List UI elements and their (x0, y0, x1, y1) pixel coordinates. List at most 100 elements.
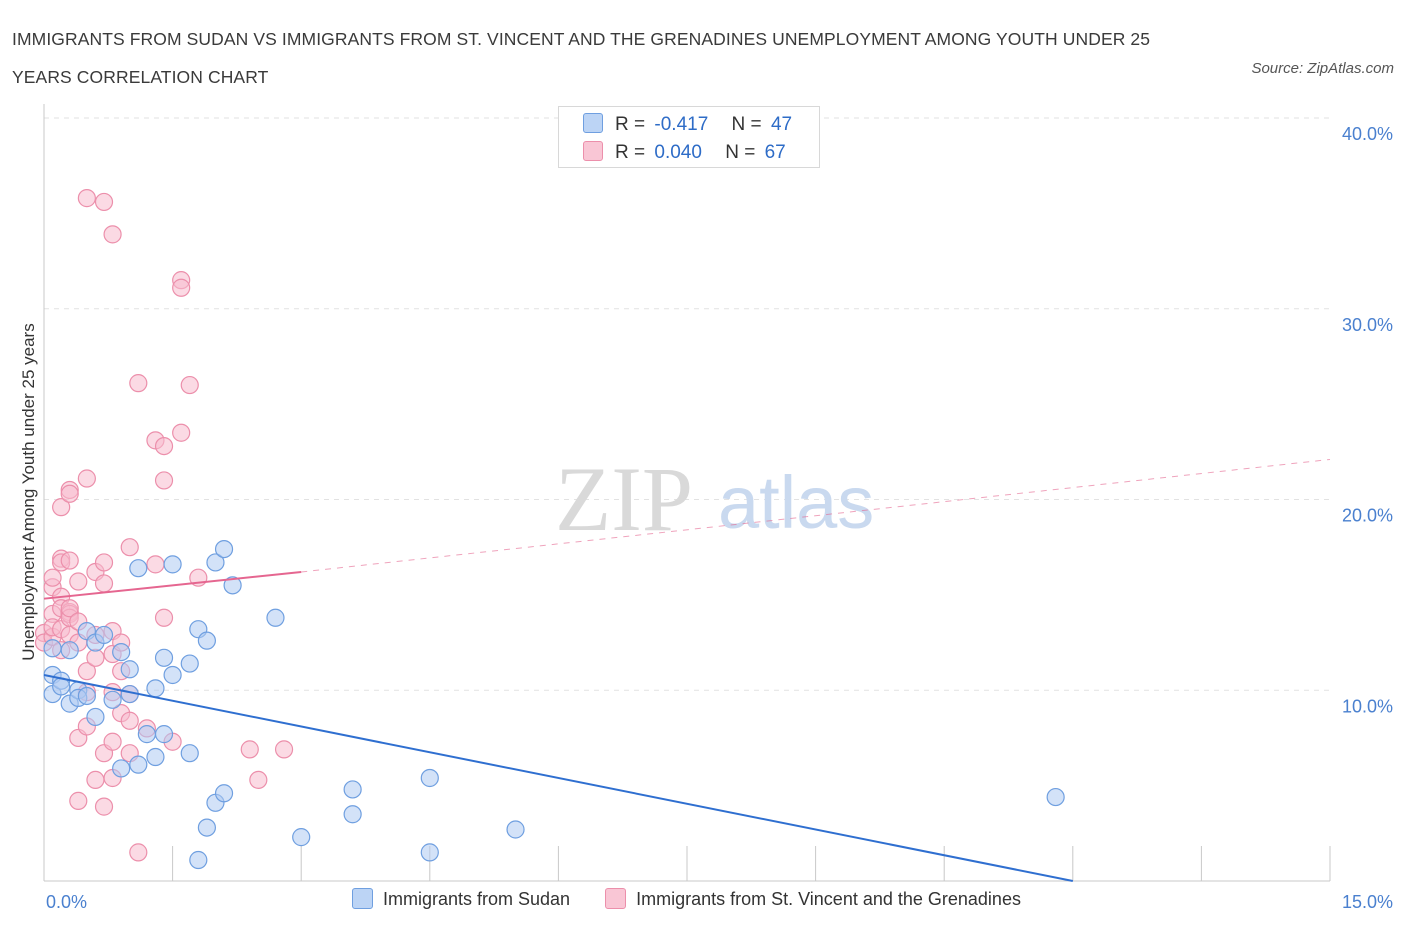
series-label-sudan: Immigrants from Sudan (383, 889, 571, 909)
svg-point (60, 484, 79, 503)
svg-point (154, 471, 174, 490)
sudan-point (197, 818, 216, 837)
watermark-zip: ZIP (555, 448, 693, 550)
sudan-point (129, 755, 148, 774)
sudan-point (420, 768, 439, 788)
svg-point (146, 555, 165, 574)
sudan-point (180, 744, 199, 763)
sudan-point (163, 555, 182, 574)
svg-point (60, 599, 79, 618)
svg-point (94, 797, 114, 816)
correlation-legend: R = -0.417 N = 47 R = 0.040 N = 67 (558, 106, 820, 168)
sudan-point (343, 780, 362, 799)
legend-n-value-sudan: 47 (770, 114, 793, 135)
series-label-svg: Immigrants from St. Vincent and the Gren… (636, 889, 1021, 909)
axes (43, 104, 1331, 882)
grid-lines (44, 117, 1330, 691)
sudan-point (1046, 787, 1065, 807)
svg-point (94, 553, 114, 572)
svg-point (77, 662, 96, 681)
svg-point (154, 436, 174, 456)
y-tick-label: 30.0% (1342, 315, 1393, 335)
svg-point (120, 538, 139, 557)
sudan-point (189, 850, 208, 870)
sudan-trend-line (43, 674, 1073, 882)
sudan-point (112, 759, 131, 778)
sudan-point (420, 843, 439, 862)
y-tick-label: 10.0% (1342, 696, 1393, 716)
sudan-point (103, 690, 122, 709)
svg-point (52, 498, 71, 517)
svg-point (129, 374, 148, 393)
legend-row-svg: R = 0.040 N = 67 (583, 141, 786, 165)
sudan-point (137, 725, 156, 744)
sudan-point (154, 725, 174, 744)
svg-point (60, 551, 79, 570)
svg-trend-extension (301, 458, 1331, 573)
svg-point (129, 843, 148, 862)
sudan-point (94, 625, 114, 645)
x-tick-label-min: 0.0% (46, 892, 87, 912)
svg-point (69, 572, 88, 591)
svg-point (154, 608, 174, 627)
sudan-point (214, 539, 234, 559)
svg-point (86, 770, 105, 790)
sudan-point (43, 639, 62, 658)
legend-r-label: R = (615, 142, 646, 163)
sudan-point (343, 805, 362, 824)
sudan-point (163, 665, 182, 685)
legend-r-value-sudan: -0.417 (654, 114, 709, 135)
svg-point (172, 278, 191, 297)
watermark: ZIP atlas (555, 448, 874, 550)
watermark-atlas: atlas (718, 461, 874, 544)
svg-point (77, 189, 96, 208)
sudan-point (146, 747, 165, 767)
legend-r-value-svg: 0.040 (654, 142, 702, 163)
legend-n-label: N = (731, 114, 762, 135)
trend-lines (43, 458, 1331, 882)
chart-title: IMMIGRANTS FROM SUDAN VS IMMIGRANTS FROM… (12, 29, 1151, 87)
sudan-point (214, 784, 234, 803)
svg-point (103, 225, 122, 244)
sudan-point (120, 660, 139, 679)
svg-point (77, 469, 96, 488)
svg-point (94, 574, 114, 593)
legend-n-label: N = (725, 142, 756, 163)
legend-r-label: R = (615, 114, 646, 135)
sudan-point (60, 641, 79, 660)
svg-point (274, 740, 294, 759)
sudan-point (206, 553, 225, 572)
legend-swatch-sudan (583, 113, 603, 133)
y-axis-label: Unemployment Among Youth under 25 years (19, 323, 38, 660)
svg-point (249, 770, 268, 790)
sudan-point (506, 820, 525, 839)
svg-point (94, 192, 114, 212)
legend-row-sudan: R = -0.417 N = 47 (583, 113, 792, 137)
sudan-point (154, 648, 174, 667)
series-legend: Immigrants from Sudan Immigrants from St… (352, 888, 1051, 910)
svg-point (240, 740, 259, 759)
legend-n-value-svg: 67 (764, 142, 786, 163)
series-legend-sudan[interactable]: Immigrants from Sudan (352, 888, 570, 910)
sudan-point (77, 686, 96, 706)
source-credit: Source: ZipAtlas.com (1251, 60, 1394, 77)
y-tick-label: 40.0% (1342, 124, 1393, 144)
sudan-point (292, 828, 311, 847)
sudan-point (112, 642, 131, 662)
sudan-point (197, 631, 216, 650)
series-swatch-sudan (352, 888, 373, 909)
series-swatch-svg (605, 888, 627, 909)
y-tick-labels: 10.0% 20.0% 30.0% 40.0% (1342, 124, 1393, 716)
legend-swatch-svg (583, 141, 603, 161)
svg-point (69, 791, 88, 810)
y-tick-label: 20.0% (1342, 506, 1393, 526)
svg-point (103, 732, 122, 751)
sudan-point (266, 608, 285, 627)
sudan-point (223, 576, 242, 595)
svg-point (172, 423, 191, 442)
sudan-points (43, 539, 1065, 870)
series-legend-svg[interactable]: Immigrants from St. Vincent and the Gren… (605, 888, 1021, 910)
svg-point (43, 568, 62, 587)
sudan-point (146, 679, 165, 698)
